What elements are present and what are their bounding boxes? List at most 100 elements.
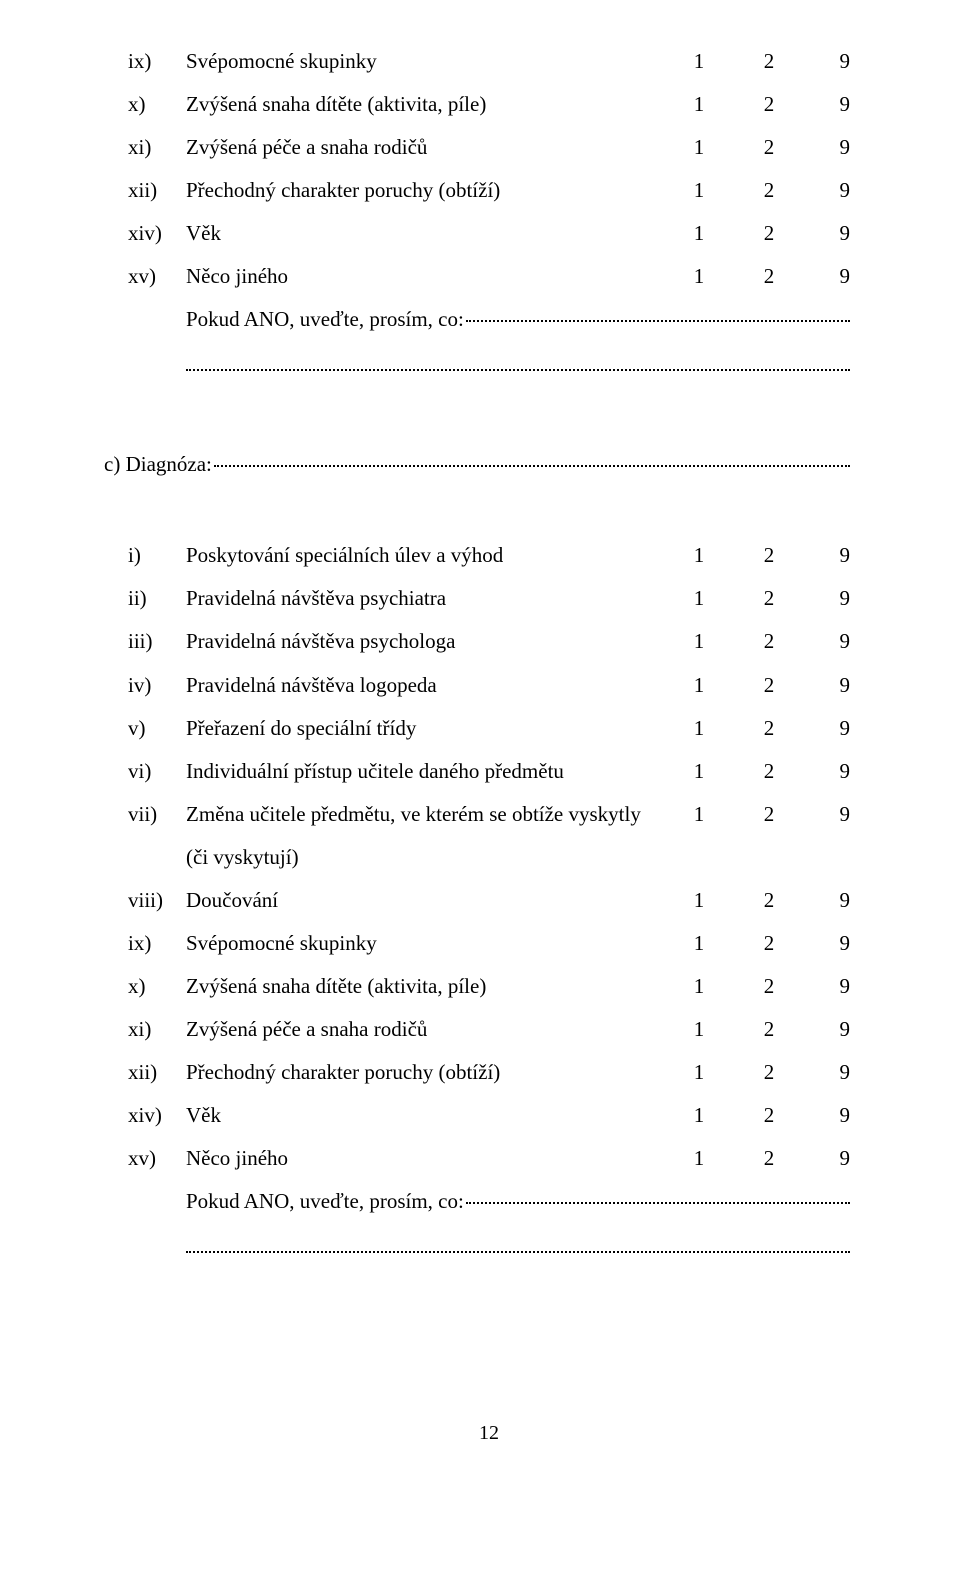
bottom_block-row: vi)Individuální přístup učitele daného p… (128, 750, 850, 793)
bottom_block-row: ix)Svépomocné skupinky129 (128, 922, 850, 965)
score-col-1: 1 (664, 1008, 734, 1051)
top-leader-line: Pokud ANO, uveďte, prosím, co: (128, 298, 850, 341)
score-col-2: 2 (734, 534, 804, 577)
list-marker: xi) (128, 1008, 186, 1051)
score-col-1: 1 (664, 793, 734, 836)
bottom_block-row: ii)Pravidelná návštěva psychiatra129 (128, 577, 850, 620)
list-marker: xv) (128, 1137, 186, 1180)
score-col-2: 2 (734, 707, 804, 750)
score-col-3: 9 (804, 1008, 850, 1051)
list-marker: xiv) (128, 212, 186, 255)
diagnoza-dots (214, 465, 850, 467)
score-col-1: 1 (664, 534, 734, 577)
score-col-2: 2 (734, 1094, 804, 1137)
list-label: Doučování (186, 879, 664, 922)
bottom_block-row: x)Zvýšená snaha dítěte (aktivita, píle)1… (128, 965, 850, 1008)
score-col-3: 9 (804, 40, 850, 83)
score-col-2: 2 (734, 793, 804, 836)
list-marker: xii) (128, 1051, 186, 1094)
score-col-3: 9 (804, 922, 850, 965)
list-label: Poskytování speciálních úlev a výhod (186, 534, 664, 577)
diagnoza-label: c) Diagnóza: (104, 443, 212, 486)
bottom_block-row: vii)Změna učitele předmětu, ve kterém se… (128, 793, 850, 836)
score-col-1: 1 (664, 707, 734, 750)
score-col-2: 2 (734, 255, 804, 298)
bottom_block-row: iv)Pravidelná návštěva logopeda129 (128, 664, 850, 707)
list-marker: xi) (128, 126, 186, 169)
bottom-leader-text: Pokud ANO, uveďte, prosím, co: (186, 1180, 464, 1223)
score-col-2: 2 (734, 126, 804, 169)
list-sub-label: (či vyskytují) (186, 836, 850, 879)
list-label: Pravidelná návštěva psychologa (186, 620, 664, 663)
diagnoza-row: c) Diagnóza: (104, 443, 850, 486)
list-label: Něco jiného (186, 255, 664, 298)
score-col-3: 9 (804, 1051, 850, 1094)
score-col-3: 9 (804, 169, 850, 212)
score-col-3: 9 (804, 212, 850, 255)
list-label: Přechodný charakter poruchy (obtíží) (186, 1051, 664, 1094)
list-marker: i) (128, 534, 186, 577)
score-col-2: 2 (734, 879, 804, 922)
list-label: Věk (186, 212, 664, 255)
score-col-3: 9 (804, 707, 850, 750)
score-col-3: 9 (804, 965, 850, 1008)
score-col-2: 2 (734, 212, 804, 255)
list-label: Svépomocné skupinky (186, 40, 664, 83)
list-marker: iii) (128, 620, 186, 663)
score-col-1: 1 (664, 83, 734, 126)
list-label: Pravidelná návštěva psychiatra (186, 577, 664, 620)
score-col-2: 2 (734, 169, 804, 212)
score-col-2: 2 (734, 965, 804, 1008)
score-col-1: 1 (664, 965, 734, 1008)
list-label: Individuální přístup učitele daného před… (186, 750, 664, 793)
score-col-3: 9 (804, 255, 850, 298)
list-marker: ix) (128, 922, 186, 965)
bottom_block-row: xv)Něco jiného129 (128, 1137, 850, 1180)
list-label: Věk (186, 1094, 664, 1137)
score-col-1: 1 (664, 169, 734, 212)
score-col-1: 1 (664, 1051, 734, 1094)
top_block-row: xiv)Věk129 (128, 212, 850, 255)
score-col-2: 2 (734, 577, 804, 620)
score-col-3: 9 (804, 534, 850, 577)
bottom-dots-line (186, 1251, 850, 1253)
score-col-1: 1 (664, 212, 734, 255)
score-col-2: 2 (734, 83, 804, 126)
top_block-row: xv)Něco jiného129 (128, 255, 850, 298)
list-marker: vi) (128, 750, 186, 793)
score-col-1: 1 (664, 1137, 734, 1180)
bottom_block-row: iii)Pravidelná návštěva psychologa129 (128, 620, 850, 663)
score-col-3: 9 (804, 1094, 850, 1137)
list-label: Zvýšená snaha dítěte (aktivita, píle) (186, 965, 664, 1008)
bottom_block-row: i)Poskytování speciálních úlev a výhod12… (128, 534, 850, 577)
list-marker: x) (128, 83, 186, 126)
score-col-1: 1 (664, 664, 734, 707)
list-marker: ix) (128, 40, 186, 83)
bottom_block-row: xi)Zvýšená péče a snaha rodičů129 (128, 1008, 850, 1051)
score-col-2: 2 (734, 1137, 804, 1180)
bottom-block: i)Poskytování speciálních úlev a výhod12… (128, 534, 850, 1180)
score-col-1: 1 (664, 922, 734, 965)
score-col-1: 1 (664, 126, 734, 169)
list-marker: vii) (128, 793, 186, 836)
list-marker: xv) (128, 255, 186, 298)
top-leader-dots (466, 320, 850, 322)
list-label: Zvýšená péče a snaha rodičů (186, 126, 664, 169)
score-col-2: 2 (734, 1008, 804, 1051)
top_block-row: xi)Zvýšená péče a snaha rodičů129 (128, 126, 850, 169)
list-label: Něco jiného (186, 1137, 664, 1180)
score-col-1: 1 (664, 620, 734, 663)
bottom-leader-dots (466, 1202, 850, 1204)
list-marker: viii) (128, 879, 186, 922)
list-sub-row: (či vyskytují) (128, 836, 850, 879)
list-marker: xii) (128, 169, 186, 212)
bottom_block-row: xiv)Věk129 (128, 1094, 850, 1137)
score-col-3: 9 (804, 793, 850, 836)
page-number: 12 (128, 1413, 850, 1454)
score-col-3: 9 (804, 664, 850, 707)
score-col-2: 2 (734, 40, 804, 83)
score-col-3: 9 (804, 577, 850, 620)
list-label: Přechodný charakter poruchy (obtíží) (186, 169, 664, 212)
score-col-1: 1 (664, 750, 734, 793)
score-col-3: 9 (804, 620, 850, 663)
